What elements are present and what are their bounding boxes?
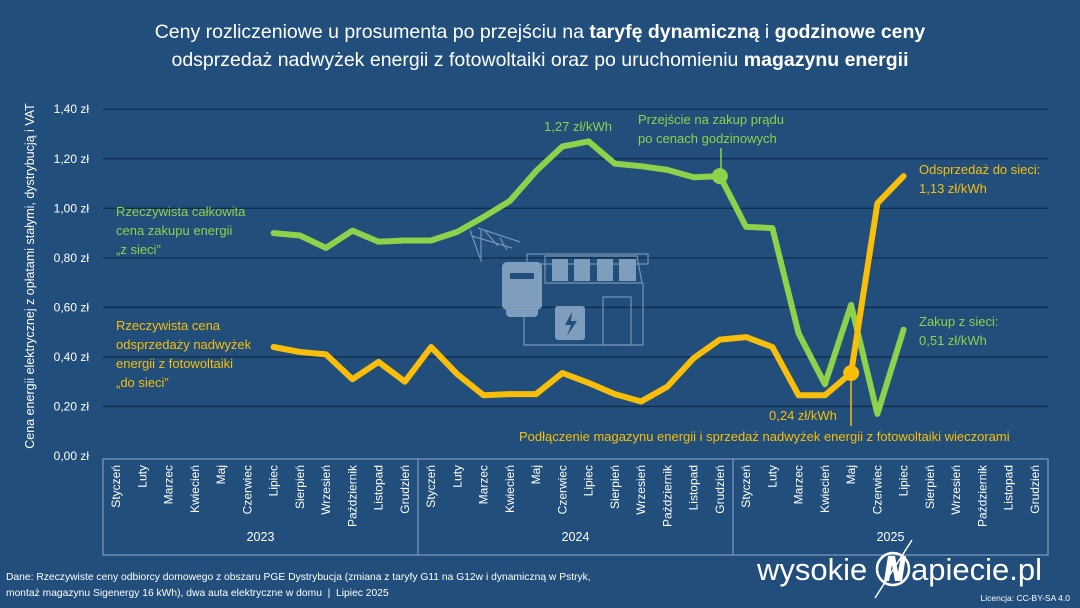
x-tick-label: Wrzesień bbox=[949, 465, 963, 515]
x-tick-label: Luty bbox=[765, 465, 779, 488]
y-tick-label: 0,80 zł bbox=[54, 251, 90, 265]
annotation-yellow-end-line-1: Odsprzedaż do sieci: bbox=[919, 162, 1040, 177]
annotations: 1,27 zł/kWh Przejście na zakup prądu po … bbox=[116, 112, 1040, 444]
marker-storage-connection bbox=[843, 365, 860, 382]
x-tick-label: Listopad bbox=[372, 465, 386, 510]
annotation-yellow-end-line-2: 1,13 zł/kWh bbox=[919, 181, 987, 196]
annotation-storage: Podłączenie magazynu energii i sprzedaż … bbox=[519, 429, 1010, 444]
annotation-green-switch-line-1: Przejście na zakup prądu bbox=[638, 112, 784, 127]
x-tick-label: Październik bbox=[660, 464, 674, 527]
x-tick-label: Wrzesień bbox=[634, 465, 648, 515]
y-tick-label: 0,40 zł bbox=[54, 350, 90, 364]
x-tick-label: Kwiecień bbox=[188, 465, 202, 513]
x-tick-label: Wrzesień bbox=[319, 465, 333, 515]
x-tick-label: Sierpień bbox=[923, 465, 937, 509]
x-tick-label: Luty bbox=[450, 465, 464, 488]
x-tick-label: Czerwiec bbox=[870, 465, 884, 514]
x-tick-label: Listopad bbox=[1002, 465, 1016, 510]
annotation-storage-value: 0,24 zł/kWh bbox=[769, 408, 837, 423]
chart-title-line-1: Ceny rozliczeniowe u prosumenta po przej… bbox=[155, 21, 926, 43]
title-segment: Ceny rozliczeniowe u prosumenta po przej… bbox=[155, 21, 590, 43]
x-tick-label: Lipiec bbox=[267, 465, 281, 496]
markers bbox=[711, 168, 860, 382]
y-tick-label: 1,40 zł bbox=[54, 102, 90, 116]
license: Licencja: CC-BY-SA 4.0 bbox=[981, 593, 1071, 603]
title-segment: magazynu energii bbox=[744, 49, 909, 71]
x-tick-label: Styczeń bbox=[424, 465, 438, 508]
y-axis-title: Cena energii elektrycznej z opłatami sta… bbox=[23, 103, 37, 449]
y-tick-label: 0,00 zł bbox=[54, 449, 90, 463]
legend-yellow-line-2: odsprzedaży nadwyżek bbox=[116, 337, 252, 352]
x-tick-label: Lipiec bbox=[582, 465, 596, 496]
legend-green-line-3: „z sieci” bbox=[116, 242, 161, 257]
x-tick-label: Listopad bbox=[687, 465, 701, 510]
x-tick-label: Styczeń bbox=[109, 465, 123, 508]
source-note-line-2: montaż magazynu Sigenergy 16 kWh), dwa a… bbox=[6, 588, 389, 599]
x-tick-label: Maj bbox=[214, 465, 228, 484]
y-tick-label: 1,20 zł bbox=[54, 152, 90, 166]
y-tick-labels: 0,00 zł 0,20 zł 0,40 zł 0,60 zł 0,80 zł 1,00 … bbox=[54, 102, 90, 463]
title-segment: godzinowe ceny bbox=[775, 21, 926, 43]
title-segment: i bbox=[760, 21, 775, 43]
x-year-label: 2025 bbox=[877, 530, 905, 544]
x-tick-label: Czerwiec bbox=[555, 465, 569, 514]
logo: wysokie apiecie.pl bbox=[756, 539, 1042, 599]
x-tick-label: Czerwiec bbox=[240, 465, 254, 514]
y-tick-label: 1,00 zł bbox=[54, 201, 90, 215]
x-tick-label: Marzec bbox=[792, 465, 806, 504]
source-note-line-1: Dane: Rzeczywiste ceny odbiorcy domowego… bbox=[6, 572, 591, 583]
y-tick-label: 0,60 zł bbox=[54, 300, 90, 314]
logo-bolt-line bbox=[874, 539, 913, 599]
x-tick-label: Marzec bbox=[162, 465, 176, 504]
x-tick-label: Październik bbox=[975, 464, 989, 527]
annotation-green-end-line-2: 0,51 zł/kWh bbox=[919, 333, 987, 348]
x-tick-label: Sierpień bbox=[293, 465, 307, 509]
marker-tariff-switch bbox=[711, 168, 728, 185]
annotation-green-peak: 1,27 zł/kWh bbox=[544, 119, 612, 134]
legend-yellow-line-4: „do sieci” bbox=[116, 375, 169, 390]
chart-title-line-2: odsprzedaż nadwyżek energii z fotowoltai… bbox=[171, 49, 908, 71]
x-year-label: 2023 bbox=[247, 530, 275, 544]
y-tick-label: 0,20 zł bbox=[54, 399, 90, 413]
x-tick-label: Maj bbox=[844, 465, 858, 484]
x-axis: Styczeń Luty Marzec Kwiecień Maj Czerwiec Lipi… bbox=[102, 458, 1049, 556]
x-tick-label: Lipiec bbox=[897, 465, 911, 496]
x-axis-box bbox=[102, 458, 1049, 556]
legend-green-line-1: Rzeczywista całkowita bbox=[116, 204, 246, 219]
annotation-green-end-line-1: Zakup z sieci: bbox=[919, 314, 998, 329]
x-tick-label: Marzec bbox=[477, 465, 491, 504]
legend-yellow-line-1: Rzeczywista cena bbox=[116, 318, 221, 333]
title-segment: odsprzedaż nadwyżek energii z fotowoltai… bbox=[171, 49, 743, 71]
title-segment: taryfę dynamiczną bbox=[589, 21, 759, 43]
x-tick-label: Grudzień bbox=[1028, 465, 1042, 514]
x-tick-label: Styczeń bbox=[739, 465, 753, 508]
logo-n-icon bbox=[875, 551, 911, 587]
legend-yellow-line-3: energii z fotowoltaiki bbox=[116, 356, 233, 371]
house-battery-meter-icon bbox=[469, 227, 649, 346]
x-tick-label: Sierpień bbox=[608, 465, 622, 509]
x-tick-label: Grudzień bbox=[398, 465, 412, 514]
logo-text-left: wysokie bbox=[756, 552, 867, 587]
x-tick-label: Kwiecień bbox=[818, 465, 832, 513]
x-year-label: 2024 bbox=[562, 530, 590, 544]
x-tick-label: Kwiecień bbox=[503, 465, 517, 513]
logo-text-right: apiecie.pl bbox=[911, 552, 1042, 587]
annotation-green-switch-line-2: po cenach godzinowych bbox=[638, 131, 777, 146]
x-tick-label: Maj bbox=[529, 465, 543, 484]
legend-green-line-2: cena zakupu energii bbox=[116, 223, 232, 238]
x-tick-label: Październik bbox=[345, 464, 359, 527]
x-tick-label: Grudzień bbox=[713, 465, 727, 514]
x-tick-label: Luty bbox=[135, 465, 149, 488]
